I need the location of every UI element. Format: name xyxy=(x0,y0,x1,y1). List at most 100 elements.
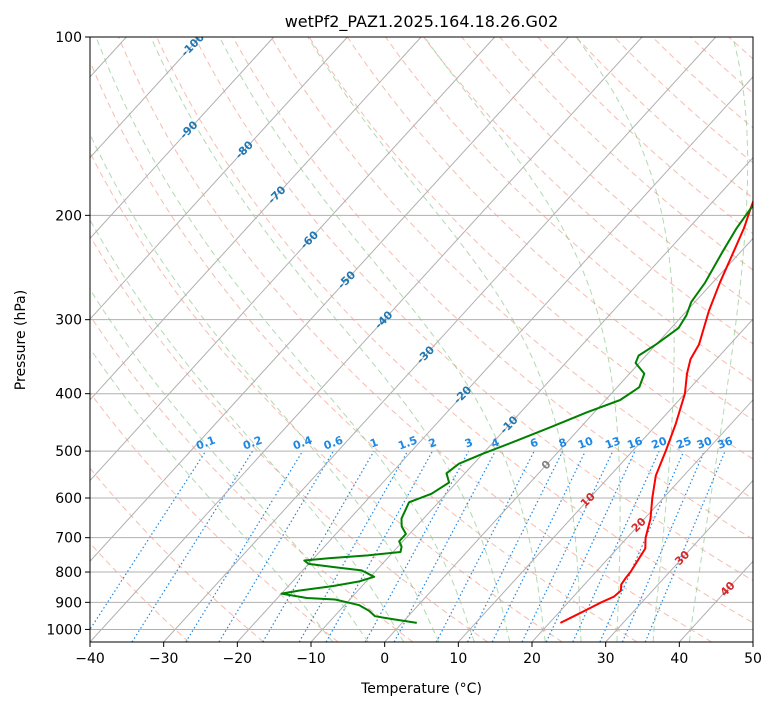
mixing-ratio-label: 0.2 xyxy=(241,434,264,453)
mixing-ratio-line xyxy=(521,450,614,642)
dry-adiabat-line xyxy=(194,37,753,582)
isotherm-grid-line xyxy=(90,37,496,482)
moist-adiabat-line xyxy=(90,218,405,642)
isotherm-grid-line xyxy=(236,76,753,642)
mixing-ratio-line xyxy=(545,450,636,642)
mixing-ratio-line xyxy=(621,450,705,642)
x-tick-label: 30 xyxy=(597,651,615,667)
isotherm-grid-line xyxy=(90,37,348,320)
plot-area: -100-90-80-70-60-50-40-30-20-10010203040… xyxy=(90,30,775,642)
dry-adiabat-line xyxy=(728,37,753,60)
mixing-ratio-label: 3 xyxy=(463,436,475,451)
mixing-ratio-label: 0.4 xyxy=(291,434,314,453)
mixing-ratio-label: 4 xyxy=(490,436,502,451)
mixing-ratio-label: 36 xyxy=(716,434,735,452)
moist-adiabat-line xyxy=(95,37,475,642)
mixing-ratio-label: 30 xyxy=(695,434,714,452)
dry-adiabat-line xyxy=(652,37,753,129)
y-tick-label: 100 xyxy=(55,30,82,46)
x-axis-label: Temperature (°C) xyxy=(360,681,482,697)
isotherm-grid-line xyxy=(90,37,643,642)
y-axis-label: Pressure (hPa) xyxy=(13,290,29,390)
dry-adiabat-line xyxy=(90,60,638,642)
mixing-ratio-line xyxy=(491,450,586,642)
mixing-ratio-label: 25 xyxy=(674,434,693,451)
mixing-ratio-line xyxy=(185,450,304,642)
x-tick-label: 20 xyxy=(523,651,541,667)
mixing-ratio-line xyxy=(90,450,207,631)
moist-adiabat-line xyxy=(90,133,440,642)
mixing-ratio-label: 8 xyxy=(557,436,569,451)
mixing-ratio-label: 10 xyxy=(576,434,595,452)
y-tick-label: 700 xyxy=(55,531,82,547)
dry-adiabat-line xyxy=(90,314,414,642)
isotherm-label: -100 xyxy=(178,30,207,59)
mixing-ratio-label: 1 xyxy=(368,436,380,451)
temperature-line xyxy=(559,199,753,624)
moist-adiabat-line xyxy=(90,288,369,642)
mixing-ratio-label: 20 xyxy=(650,434,669,452)
mixing-ratio-label: 0.1 xyxy=(194,434,217,453)
moist-adiabat-line xyxy=(90,347,334,642)
isotherm-grid-line xyxy=(310,156,753,642)
isotherm-grid-line xyxy=(163,37,717,642)
x-tick-label: 50 xyxy=(744,651,762,667)
mixing-ratio-line xyxy=(131,450,254,642)
dry-adiabat-line xyxy=(690,37,753,94)
mixing-ratio-label: 13 xyxy=(603,434,622,451)
y-axis-ticks: 100 200 300 400 500 600 700 800 900 1000 xyxy=(46,30,90,638)
isotherm-label: -50 xyxy=(335,268,358,291)
mixing-ratio-line xyxy=(298,450,409,642)
dry-adiabat-line xyxy=(90,151,563,642)
y-tick-label: 500 xyxy=(55,444,82,460)
y-tick-label: 900 xyxy=(55,595,82,611)
plot-frame xyxy=(89,36,754,643)
moist-adiabat-line xyxy=(307,37,582,642)
dry-adiabat-line xyxy=(90,467,264,642)
dry-adiabat-line xyxy=(90,391,339,642)
isotherm-grid-line xyxy=(457,318,753,642)
mixing-ratio-label: 2 xyxy=(427,436,439,451)
dry-adiabat-line xyxy=(537,37,753,235)
x-tick-label: −10 xyxy=(296,651,326,667)
mixing-ratio-labels: 0.1 0.2 0.4 0.6 1 1.5 2 3 4 6 8 10 13 16 20 25 30 36 xyxy=(194,434,734,453)
moist-adiabat-line xyxy=(688,37,749,642)
chart-title: wetPf2_PAZ1.2025.164.18.26.G02 xyxy=(285,12,559,32)
x-tick-label: 40 xyxy=(670,651,688,667)
x-tick-label: −40 xyxy=(75,651,105,667)
isotherm-label: -70 xyxy=(265,183,288,206)
mixing-ratio-label: 0.6 xyxy=(322,434,345,453)
moist-adiabat-line xyxy=(219,37,546,642)
dry-adiabat-line xyxy=(767,37,775,642)
profile-series xyxy=(280,199,753,624)
mixing-ratio-line xyxy=(393,450,496,642)
x-tick-label: 10 xyxy=(449,651,467,667)
isotherm-label: -40 xyxy=(372,308,395,331)
isotherm-grid-line xyxy=(90,37,569,563)
dry-adiabat-line xyxy=(156,37,753,624)
y-tick-label: 300 xyxy=(55,313,82,329)
isotherm-grid-line xyxy=(384,237,753,642)
isotherm-grid-line xyxy=(605,479,753,642)
isotherm-label: -10 xyxy=(497,413,520,436)
x-tick-label: 0 xyxy=(380,651,389,667)
y-tick-label: 400 xyxy=(55,387,82,403)
mixing-ratio-line xyxy=(466,450,564,642)
moist-adiabat-line xyxy=(423,37,621,642)
dry-adiabat-line xyxy=(232,37,753,540)
mixing-ratio-label: 6 xyxy=(528,436,540,451)
dry-adiabat-line xyxy=(346,37,753,421)
mixing-ratio-line xyxy=(262,450,375,642)
dry-adiabat-line xyxy=(118,37,712,642)
isotherm-label: -60 xyxy=(298,228,321,251)
y-tick-label: 800 xyxy=(55,565,82,581)
mixing-ratio-line xyxy=(218,450,334,642)
isotherm-grid-line xyxy=(90,37,275,240)
dry-adiabat-line xyxy=(385,37,753,383)
isotherm-grid-line xyxy=(90,37,201,159)
mixing-ratio-line xyxy=(644,450,726,642)
x-tick-label: −20 xyxy=(223,651,253,667)
isotherm-grid-line xyxy=(752,641,753,642)
